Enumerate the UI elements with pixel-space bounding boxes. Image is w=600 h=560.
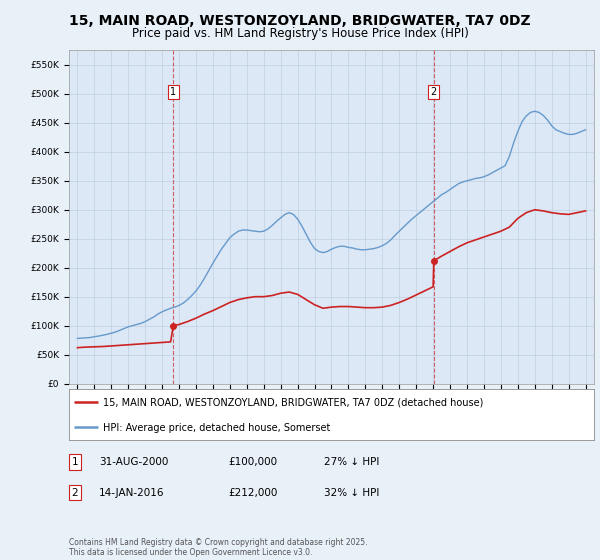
Text: 14-JAN-2016: 14-JAN-2016 — [99, 488, 164, 498]
Text: 31-AUG-2000: 31-AUG-2000 — [99, 457, 169, 467]
Text: 15, MAIN ROAD, WESTONZOYLAND, BRIDGWATER, TA7 0DZ (detached house): 15, MAIN ROAD, WESTONZOYLAND, BRIDGWATER… — [103, 398, 484, 408]
Text: Contains HM Land Registry data © Crown copyright and database right 2025.
This d: Contains HM Land Registry data © Crown c… — [69, 538, 367, 557]
Text: 1: 1 — [170, 87, 176, 97]
Text: 2: 2 — [71, 488, 79, 498]
Text: 27% ↓ HPI: 27% ↓ HPI — [324, 457, 379, 467]
Text: 2: 2 — [431, 87, 437, 97]
Text: £212,000: £212,000 — [228, 488, 277, 498]
Text: 15, MAIN ROAD, WESTONZOYLAND, BRIDGWATER, TA7 0DZ: 15, MAIN ROAD, WESTONZOYLAND, BRIDGWATER… — [69, 14, 531, 28]
Text: 1: 1 — [71, 457, 79, 467]
Text: HPI: Average price, detached house, Somerset: HPI: Average price, detached house, Some… — [103, 423, 331, 433]
Text: £100,000: £100,000 — [228, 457, 277, 467]
Text: 32% ↓ HPI: 32% ↓ HPI — [324, 488, 379, 498]
Text: Price paid vs. HM Land Registry's House Price Index (HPI): Price paid vs. HM Land Registry's House … — [131, 27, 469, 40]
